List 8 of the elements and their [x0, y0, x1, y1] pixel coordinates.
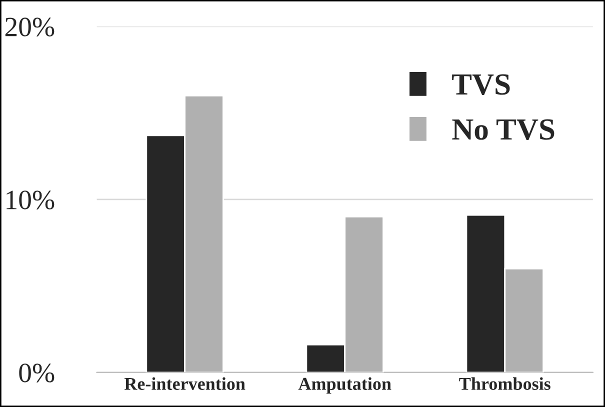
x-tick-label: Amputation [298, 377, 392, 394]
y-tick-label: 20% [5, 18, 54, 36]
y-tick-label: 10% [6, 190, 54, 210]
legend-label: TVS [452, 74, 510, 95]
y-tick-label: 0% [19, 364, 54, 382]
x-tick-label: Thrombosis [459, 377, 550, 390]
legend-label: No TVS [452, 119, 554, 140]
x-tick-label: Re-intervention [124, 377, 246, 390]
